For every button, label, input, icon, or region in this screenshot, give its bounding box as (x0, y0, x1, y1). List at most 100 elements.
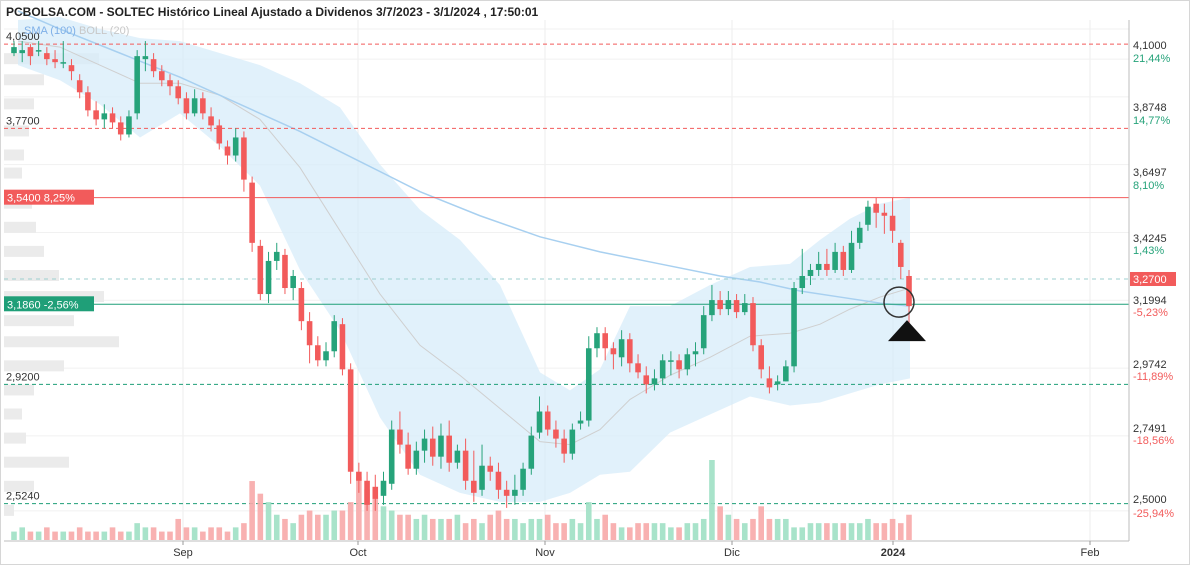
volume-bar (725, 514, 732, 540)
volume-bar (323, 514, 329, 540)
volume-bar (528, 518, 535, 540)
volume-bar (585, 502, 592, 540)
volume-bar (150, 527, 157, 540)
volume-bar (85, 531, 91, 540)
volume-bar (372, 497, 379, 540)
volume-profile-bar (4, 149, 24, 161)
candle-body (553, 429, 559, 439)
candle-body (873, 203, 879, 213)
candle-body (126, 116, 132, 135)
y-tick-percent: -5,23% (1133, 307, 1168, 319)
volume-bar (618, 527, 625, 540)
volume-bar (257, 493, 264, 540)
level-label: 2,9200 (6, 371, 40, 383)
candle-body (512, 489, 518, 496)
volume-bar (627, 527, 633, 540)
y-tick-label: 3,4245 (1133, 233, 1167, 245)
volume-bar (462, 523, 469, 540)
level-badge (4, 189, 94, 205)
candle-body (175, 86, 182, 99)
volume-bar (306, 510, 313, 540)
candle-body (676, 360, 682, 370)
y-tick-label: 2,5000 (1133, 494, 1167, 506)
candle-body (323, 351, 329, 361)
volume-bar (692, 523, 699, 540)
chart-title: PCBOLSA.COM - SOLTEC Histórico Lineal Aj… (6, 5, 539, 19)
volume-profile-bar (4, 384, 34, 396)
volume-profile-bar (4, 408, 22, 420)
candle-body (257, 245, 264, 295)
volume-bar (117, 531, 124, 540)
candle-body (799, 275, 806, 289)
candle-body (561, 438, 567, 454)
y-tick-label: 2,9742 (1133, 359, 1167, 371)
candle-body (347, 369, 354, 472)
volume-bar (200, 531, 206, 540)
volume-bar (216, 527, 223, 540)
volume-profile-bar (4, 315, 74, 327)
candle-body (897, 242, 904, 267)
volume-bar (750, 518, 756, 540)
volume-bar (413, 518, 420, 540)
volume-bar (553, 523, 559, 540)
volume-bar (290, 523, 296, 540)
volume-bar (717, 506, 723, 540)
candle-body (881, 212, 888, 216)
volume-bar (536, 518, 543, 540)
volume-profile-bar (4, 125, 29, 137)
candle-body (93, 110, 99, 120)
candle-body (668, 360, 674, 362)
volume-bar (191, 527, 198, 540)
candle-body (167, 80, 173, 87)
volume-profile-bar (4, 221, 36, 233)
candle-body (618, 339, 625, 358)
candle-body (85, 92, 91, 111)
candle-body (241, 137, 247, 180)
candle-body (265, 260, 272, 295)
volume-bar (471, 518, 477, 540)
volume-bar (347, 502, 354, 540)
volume-bar (241, 523, 247, 540)
volume-bar (68, 531, 75, 540)
volume-profile-bar (4, 480, 34, 492)
volume-bar (569, 518, 576, 540)
candle-body (142, 56, 149, 60)
volume-bar (577, 523, 584, 540)
volume-bar (159, 531, 165, 540)
volume-bar (824, 523, 830, 540)
volume-bar (35, 531, 42, 540)
volume-bar (19, 527, 26, 540)
volume-bar (774, 518, 781, 540)
volume-bar (700, 518, 707, 540)
volume-bar (232, 527, 239, 540)
volume-bar (11, 531, 17, 540)
sma-legend: SMA (100) (24, 25, 76, 37)
volume-bar (364, 489, 370, 540)
candle-body (68, 65, 75, 72)
sma-100-line (17, 10, 911, 307)
volume-bar (668, 527, 674, 540)
volume-bar (388, 510, 395, 540)
candle-body (569, 429, 576, 454)
candle-body (429, 438, 436, 457)
candle-body (585, 348, 592, 421)
volume-bar (298, 514, 305, 540)
candle-body (602, 333, 608, 349)
candle-body (495, 471, 502, 490)
candle-body (766, 378, 773, 388)
volume-bar (76, 527, 83, 540)
volume-bar (897, 523, 904, 540)
candle-body (224, 146, 231, 156)
volume-bar (594, 518, 600, 540)
candle-body (610, 348, 617, 355)
volume-bar (651, 523, 658, 540)
current-price-label: 3,2700 (1133, 274, 1167, 286)
volume-bar (273, 514, 280, 540)
candle-body (487, 465, 494, 472)
candle-body (405, 444, 411, 469)
volume-bar (865, 518, 871, 540)
volume-bar (44, 527, 50, 540)
candle-body (471, 480, 477, 493)
volume-bar (766, 518, 773, 540)
